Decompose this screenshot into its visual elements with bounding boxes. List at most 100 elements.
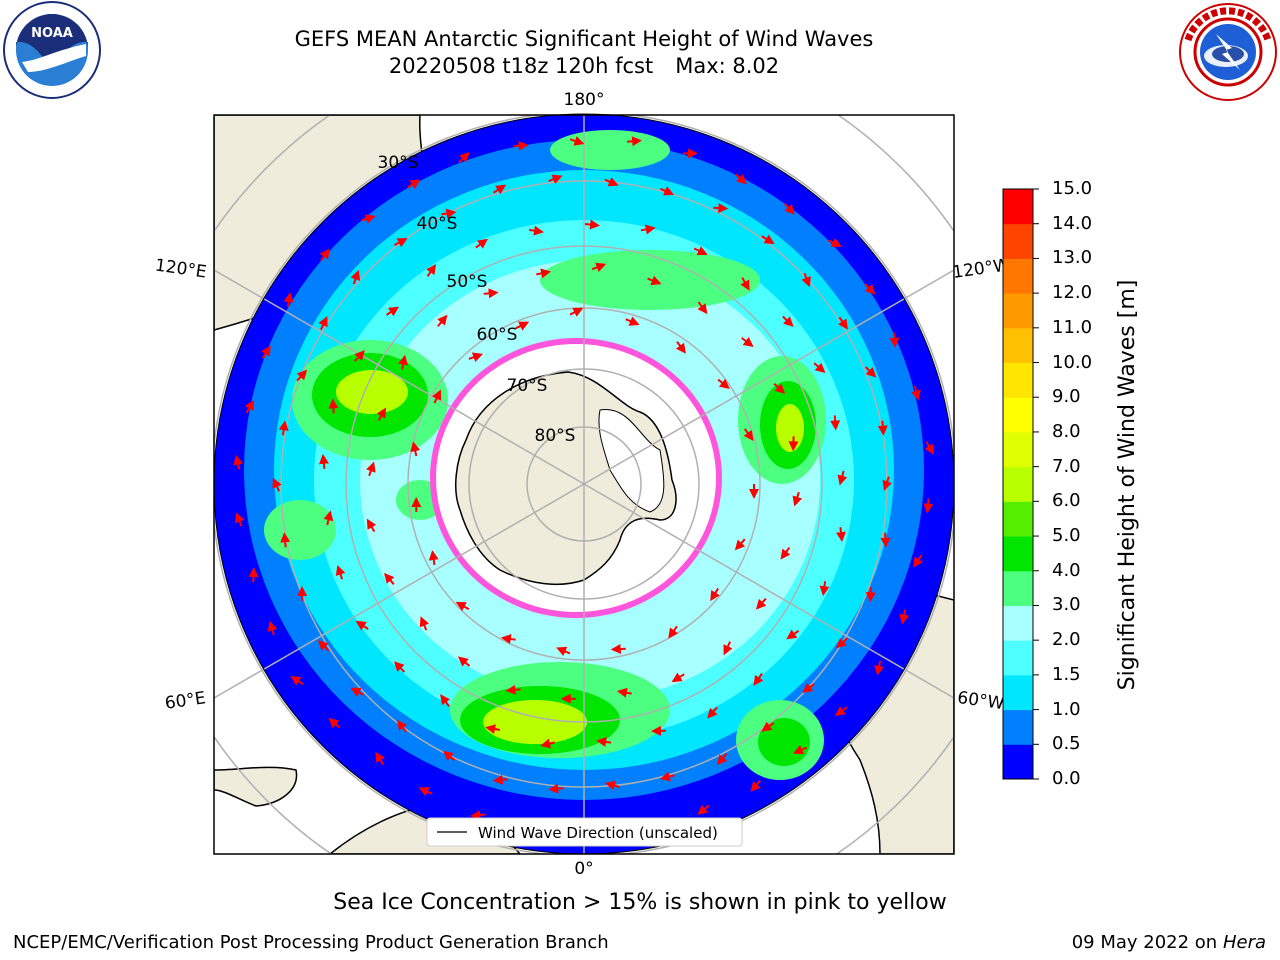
colorbar-tick-label: 0.0 xyxy=(1052,768,1081,789)
wind-arrow xyxy=(442,750,456,761)
graticule xyxy=(214,115,954,854)
colorbar xyxy=(1002,188,1039,780)
wind-arrow xyxy=(428,550,439,566)
wind-arrow xyxy=(233,454,244,470)
colorbar-segment xyxy=(1003,709,1033,745)
wind-arrow xyxy=(753,672,764,686)
colorbar-tick-label: 13.0 xyxy=(1052,247,1093,269)
max-value: Max: 8.02 xyxy=(675,54,780,78)
wind-arrow xyxy=(713,203,729,214)
wind-arrow xyxy=(761,721,775,732)
wind-arrow xyxy=(328,717,341,729)
wind-arrow xyxy=(419,616,430,631)
wind-arrow xyxy=(540,738,556,749)
wind-arrow xyxy=(500,634,516,644)
wind-arrow xyxy=(350,269,361,285)
colorbar-segment xyxy=(1003,189,1033,225)
wind-arrow xyxy=(283,292,294,308)
wind-arrow xyxy=(335,564,346,580)
wind-arrow xyxy=(864,283,876,295)
wind-arrow xyxy=(515,321,530,331)
wind-arrow xyxy=(911,385,921,401)
colorbar-tick-label: 8.0 xyxy=(1052,420,1081,442)
lat-label-70s: 70°S xyxy=(507,376,548,396)
lat-label-80s: 80°S xyxy=(535,426,576,446)
wind-arrow xyxy=(882,476,892,491)
wind-arrow xyxy=(604,177,619,187)
map-frame xyxy=(213,114,955,855)
colorbar-segment xyxy=(1003,744,1033,780)
wind-arrow xyxy=(407,179,421,190)
colorbar-tick-label: 3.0 xyxy=(1052,594,1081,616)
wind-arrow xyxy=(707,706,718,719)
wind-arrow xyxy=(735,173,747,185)
wind-arrow xyxy=(837,470,848,486)
colorbar-segment xyxy=(1003,362,1033,398)
wind-arrow xyxy=(741,336,754,347)
colorbar-tick-label: 6.0 xyxy=(1052,490,1081,512)
colorbar-segment xyxy=(1003,674,1033,711)
wind-arrow xyxy=(426,264,437,277)
wind-arrow xyxy=(536,268,552,279)
wind-arrow xyxy=(740,277,750,291)
colorbar-tick-label: 2.0 xyxy=(1052,629,1081,651)
lon-label-0: 0° xyxy=(574,859,593,879)
wind-arrow xyxy=(361,214,376,224)
wind-arrow xyxy=(659,186,675,196)
svg-text:NOAA: NOAA xyxy=(31,26,73,41)
wind-arrow xyxy=(780,546,791,560)
wind-arrow xyxy=(610,644,626,655)
wind-arrow xyxy=(248,567,259,583)
wind-arrow xyxy=(813,362,826,374)
wind-arrow xyxy=(710,587,720,602)
wind-arrow xyxy=(786,629,800,640)
wind-arrow xyxy=(350,687,365,697)
wind-arrow xyxy=(513,140,529,151)
wind-arrow xyxy=(830,415,841,431)
wind-arrow xyxy=(475,238,488,249)
colorbar-tick-label: 1.5 xyxy=(1052,663,1081,685)
colorbar-tick-label: 1.0 xyxy=(1052,698,1081,720)
wind-arrow xyxy=(441,208,457,219)
wind-arrow xyxy=(792,491,803,507)
wind-arrow xyxy=(761,234,775,245)
colorbar-tick-label: 4.0 xyxy=(1052,559,1081,581)
wind-arrow xyxy=(548,783,564,794)
wind-arrow xyxy=(743,428,754,441)
wind-arrow xyxy=(773,382,786,394)
wind-arrow xyxy=(671,672,685,683)
wind-arrow xyxy=(697,804,710,815)
wind-arrow xyxy=(838,316,848,330)
wind-arrow xyxy=(492,184,507,195)
africa xyxy=(214,766,298,807)
wind-arrow xyxy=(296,369,308,382)
wind-arrow xyxy=(393,238,408,248)
wind-arrow xyxy=(457,656,471,667)
wind-arrow xyxy=(455,601,470,612)
wind-arrow xyxy=(865,587,876,603)
wind-arrow xyxy=(470,810,486,821)
wind-arrow xyxy=(235,512,245,527)
chart-subtitle: 20220508 t18z 120h fcst Max: 8.02 xyxy=(200,53,968,80)
wind-arrow xyxy=(375,751,385,766)
colorbar-segment xyxy=(1003,327,1033,364)
wind-arrow xyxy=(801,272,811,288)
wind-arrow xyxy=(750,779,761,792)
wind-arrow xyxy=(874,660,885,676)
lat-label-30s: 30°S xyxy=(378,153,419,173)
wind-arrow xyxy=(318,453,329,469)
colorbar-segment xyxy=(1003,466,1033,502)
wind-arrow xyxy=(784,202,795,215)
wind-arrow xyxy=(244,399,255,414)
wind-arrow xyxy=(290,675,304,686)
wind-arrow xyxy=(569,307,584,317)
wind-arrow xyxy=(384,572,395,585)
colorbar-segment xyxy=(1003,536,1033,572)
colorbar-segment xyxy=(1003,570,1033,606)
wind-arrow xyxy=(548,174,563,184)
wind-arrow xyxy=(483,288,499,299)
wind-arrow xyxy=(278,420,289,436)
colorbar-segment xyxy=(1003,223,1033,259)
wind-arrow xyxy=(261,345,271,359)
wind-arrow xyxy=(591,262,607,273)
